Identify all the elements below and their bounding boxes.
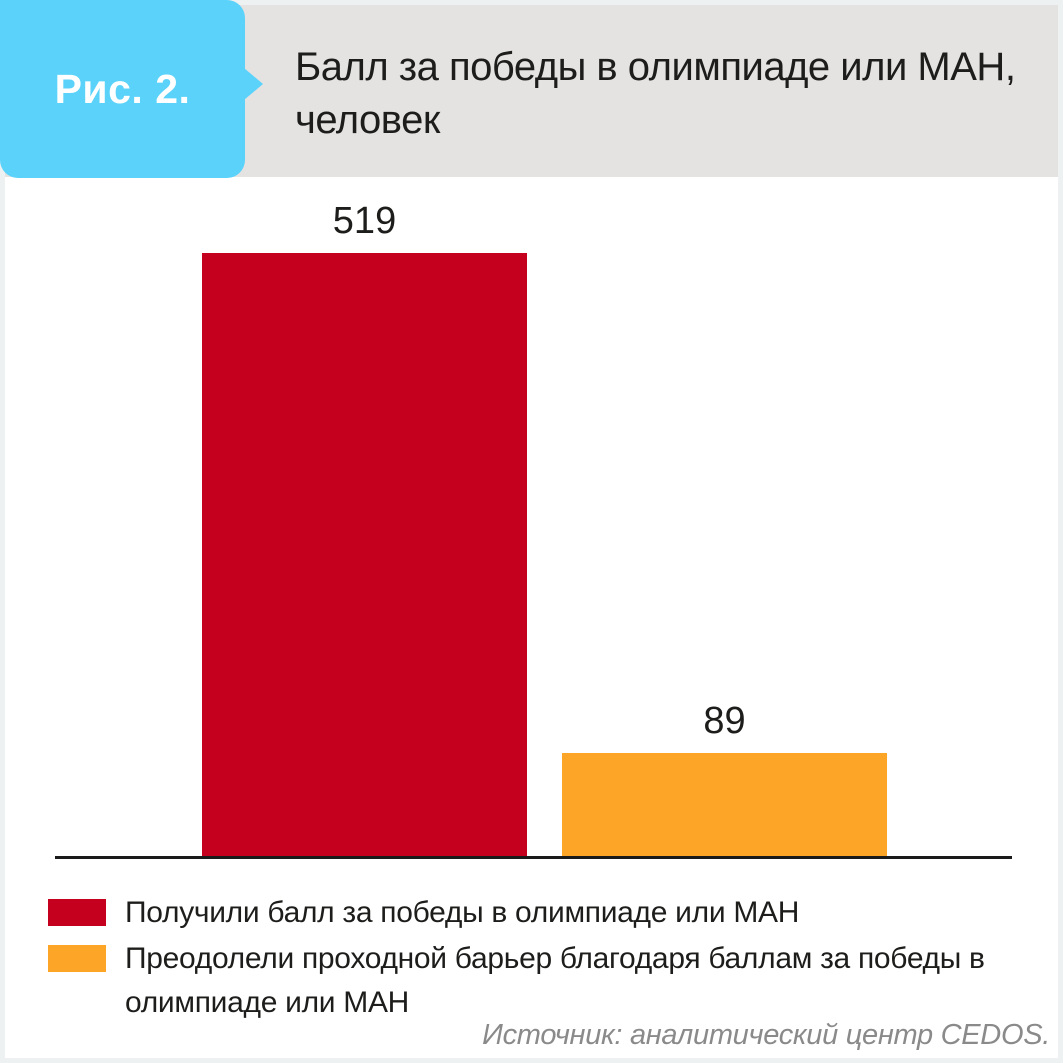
bar-value-label-orange: 89 — [703, 700, 746, 742]
figure-title-line1: Балл за победы в олимпиаде или МАН, — [295, 45, 1016, 89]
figure-title-line2: человек — [295, 98, 440, 142]
source-note: Источник: аналитический центр CEDOS. — [482, 1019, 1050, 1051]
legend-label-received: Получили балл за победы в олимпиаде или … — [125, 896, 800, 929]
badge-pointer-arrow-icon — [244, 68, 263, 100]
bar-value-label-red: 519 — [332, 200, 397, 242]
legend: Получили балл за победы в олимпиаде или … — [48, 891, 1025, 1025]
bar-passed-threshold — [562, 753, 887, 857]
legend-label-passed: Преодолели проходной барьер благодаря ба… — [125, 942, 985, 1019]
legend-swatch-red — [48, 899, 106, 926]
figure-number-label: Рис. 2. — [54, 65, 191, 112]
legend-swatch-orange — [48, 945, 106, 972]
figure-title: Балл за победы в олимпиаде или МАН, чело… — [295, 41, 1040, 147]
x-axis-line — [55, 856, 1012, 859]
legend-row-passed: Преодолели проходной барьер благодаря ба… — [48, 937, 1025, 1025]
legend-row-received: Получили балл за победы в олимпиаде или … — [48, 891, 1025, 935]
bar-received-points — [202, 253, 527, 857]
figure-number-badge: Рис. 2. — [0, 0, 245, 178]
